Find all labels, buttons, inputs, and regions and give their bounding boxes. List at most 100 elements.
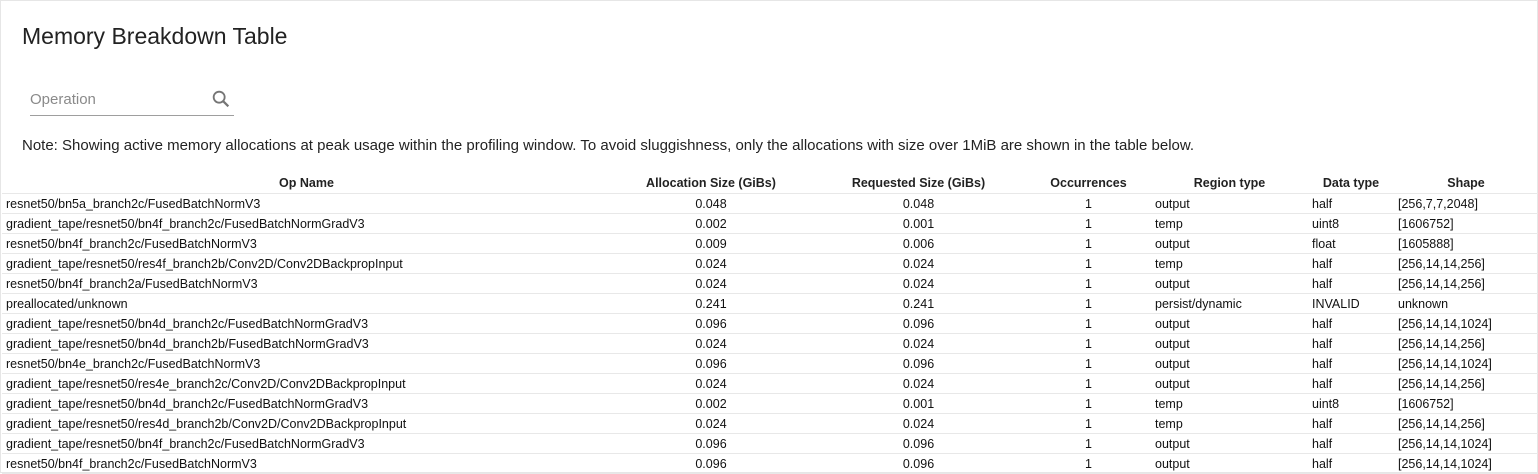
cell-data-type: half xyxy=(1308,333,1394,354)
cell-requested-size: 0.241 xyxy=(811,293,1026,314)
cell-op-name: gradient_tape/resnet50/bn4f_branch2c/Fus… xyxy=(2,213,611,234)
cell-requested-size: 0.096 xyxy=(811,313,1026,334)
column-header-data-type[interactable]: Data type xyxy=(1308,173,1394,194)
operation-search[interactable] xyxy=(30,85,234,116)
cell-region-type: persist/dynamic xyxy=(1151,293,1308,314)
cell-shape: [256,14,14,1024] xyxy=(1394,313,1538,334)
operation-search-input[interactable] xyxy=(30,91,200,108)
cell-occurrences: 1 xyxy=(1026,213,1151,234)
column-header-requested-size[interactable]: Requested Size (GiBs) xyxy=(811,173,1026,194)
cell-allocation-size: 0.002 xyxy=(611,213,811,234)
cell-requested-size: 0.024 xyxy=(811,413,1026,434)
table-row[interactable]: resnet50/bn4e_branch2c/FusedBatchNormV3 0… xyxy=(2,353,1538,374)
table-row[interactable]: gradient_tape/resnet50/res4d_branch2b/Co… xyxy=(2,413,1538,434)
table-row[interactable]: preallocated/unknown 0.241 0.241 1 persist/d… xyxy=(2,293,1538,314)
cell-region-type: output xyxy=(1151,373,1308,394)
cell-requested-size: 0.048 xyxy=(811,193,1026,214)
cell-region-type: output xyxy=(1151,333,1308,354)
cell-op-name: resnet50/bn4f_branch2a/FusedBatchNormV3 xyxy=(2,273,611,294)
cell-requested-size: 0.001 xyxy=(811,393,1026,414)
cell-op-name: preallocated/unknown xyxy=(2,293,611,314)
cell-region-type: output xyxy=(1151,193,1308,214)
table-row[interactable]: gradient_tape/resnet50/res4e_branch2c/Co… xyxy=(2,373,1538,394)
table-row[interactable]: gradient_tape/resnet50/res4f_branch2b/Co… xyxy=(2,253,1538,274)
cell-op-name: gradient_tape/resnet50/bn4d_branch2c/Fus… xyxy=(2,393,611,414)
cell-region-type: temp xyxy=(1151,393,1308,414)
table-row[interactable]: resnet50/bn4f_branch2a/FusedBatchNormV3 0… xyxy=(2,273,1538,294)
table-row[interactable]: gradient_tape/resnet50/bn4f_branch2c/Fus… xyxy=(2,213,1538,234)
table-row[interactable]: gradient_tape/resnet50/bn4d_branch2c/Fus… xyxy=(2,313,1538,334)
cell-allocation-size: 0.048 xyxy=(611,193,811,214)
cell-data-type: half xyxy=(1308,373,1394,394)
cell-occurrences: 1 xyxy=(1026,433,1151,454)
cell-data-type: half xyxy=(1308,413,1394,434)
table-row[interactable]: gradient_tape/resnet50/bn4d_branch2c/Fus… xyxy=(2,393,1538,414)
column-header-shape[interactable]: Shape xyxy=(1394,173,1538,194)
cell-shape: [256,14,14,1024] xyxy=(1394,433,1538,454)
cell-allocation-size: 0.002 xyxy=(611,393,811,414)
cell-op-name: gradient_tape/resnet50/res4d_branch2b/Co… xyxy=(2,413,611,434)
cell-shape: [256,7,7,2048] xyxy=(1394,193,1538,214)
cell-data-type: uint8 xyxy=(1308,213,1394,234)
cell-data-type: half xyxy=(1308,453,1394,474)
cell-occurrences: 1 xyxy=(1026,413,1151,434)
cell-shape: [256,14,14,1024] xyxy=(1394,353,1538,374)
cell-shape: [256,14,14,256] xyxy=(1394,273,1538,294)
column-header-op-name[interactable]: Op Name xyxy=(2,173,611,194)
cell-data-type: half xyxy=(1308,273,1394,294)
cell-allocation-size: 0.241 xyxy=(611,293,811,314)
cell-allocation-size: 0.096 xyxy=(611,433,811,454)
table-row[interactable]: resnet50/bn4f_branch2c/FusedBatchNormV3 0… xyxy=(2,453,1538,474)
cell-requested-size: 0.006 xyxy=(811,233,1026,254)
cell-region-type: output xyxy=(1151,353,1308,374)
cell-region-type: output xyxy=(1151,273,1308,294)
cell-data-type: uint8 xyxy=(1308,393,1394,414)
cell-region-type: temp xyxy=(1151,253,1308,274)
search-icon[interactable] xyxy=(210,88,232,110)
cell-allocation-size: 0.024 xyxy=(611,373,811,394)
cell-shape: unknown xyxy=(1394,293,1538,314)
cell-occurrences: 1 xyxy=(1026,233,1151,254)
cell-allocation-size: 0.024 xyxy=(611,333,811,354)
cell-region-type: output xyxy=(1151,453,1308,474)
cell-requested-size: 0.096 xyxy=(811,453,1026,474)
cell-requested-size: 0.096 xyxy=(811,433,1026,454)
cell-data-type: INVALID xyxy=(1308,293,1394,314)
page-title: Memory Breakdown Table xyxy=(22,23,288,49)
column-header-allocation-size[interactable]: Allocation Size (GiBs) xyxy=(611,173,811,194)
cell-occurrences: 1 xyxy=(1026,393,1151,414)
cell-data-type: float xyxy=(1308,233,1394,254)
cell-occurrences: 1 xyxy=(1026,293,1151,314)
cell-op-name: gradient_tape/resnet50/res4f_branch2b/Co… xyxy=(2,253,611,274)
table-header-row: Op Name Allocation Size (GiBs) Requested S… xyxy=(2,173,1538,194)
note-text: Note: Showing active memory allocations … xyxy=(22,137,1195,154)
cell-data-type: half xyxy=(1308,353,1394,374)
column-header-region-type[interactable]: Region type xyxy=(1151,173,1308,194)
cell-occurrences: 1 xyxy=(1026,453,1151,474)
cell-occurrences: 1 xyxy=(1026,353,1151,374)
cell-allocation-size: 0.096 xyxy=(611,353,811,374)
table-row[interactable]: gradient_tape/resnet50/bn4d_branch2b/Fus… xyxy=(2,333,1538,354)
cell-shape: [256,14,14,256] xyxy=(1394,253,1538,274)
memory-breakdown-table: Op Name Allocation Size (GiBs) Requested S… xyxy=(2,173,1538,474)
cell-region-type: output xyxy=(1151,433,1308,454)
cell-op-name: resnet50/bn4f_branch2c/FusedBatchNormV3 xyxy=(2,233,611,254)
cell-data-type: half xyxy=(1308,313,1394,334)
cell-op-name: resnet50/bn5a_branch2c/FusedBatchNormV3 xyxy=(2,193,611,214)
cell-shape: [1605888] xyxy=(1394,233,1538,254)
column-header-occurrences[interactable]: Occurrences xyxy=(1026,173,1151,194)
cell-region-type: temp xyxy=(1151,413,1308,434)
table-row[interactable]: resnet50/bn4f_branch2c/FusedBatchNormV3 0… xyxy=(2,233,1538,254)
cell-occurrences: 1 xyxy=(1026,373,1151,394)
cell-shape: [1606752] xyxy=(1394,213,1538,234)
cell-allocation-size: 0.024 xyxy=(611,413,811,434)
table-row[interactable]: resnet50/bn5a_branch2c/FusedBatchNormV3 0… xyxy=(2,193,1538,214)
cell-shape: [256,14,14,256] xyxy=(1394,333,1538,354)
cell-requested-size: 0.024 xyxy=(811,253,1026,274)
cell-requested-size: 0.024 xyxy=(811,373,1026,394)
cell-requested-size: 0.024 xyxy=(811,273,1026,294)
cell-op-name: gradient_tape/resnet50/bn4d_branch2b/Fus… xyxy=(2,333,611,354)
cell-op-name: gradient_tape/resnet50/bn4f_branch2c/Fus… xyxy=(2,433,611,454)
table-row[interactable]: gradient_tape/resnet50/bn4f_branch2c/Fus… xyxy=(2,433,1538,454)
cell-op-name: gradient_tape/resnet50/bn4d_branch2c/Fus… xyxy=(2,313,611,334)
